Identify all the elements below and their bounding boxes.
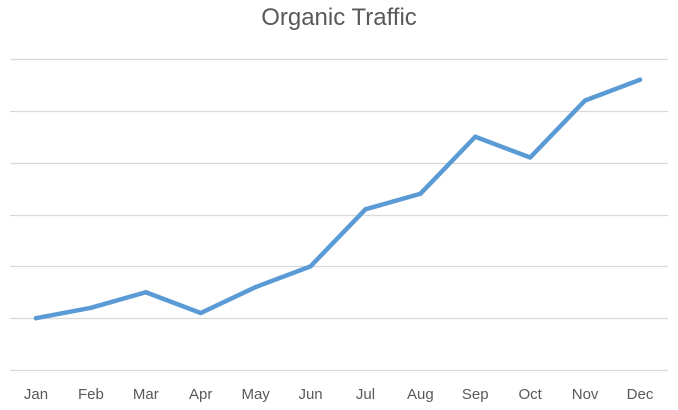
x-tick-label-jun: Jun [298, 386, 322, 403]
gridlines [10, 58, 668, 372]
data-point-jun [308, 264, 313, 269]
data-point-apr [198, 310, 203, 316]
data-point-dec [637, 77, 643, 82]
x-tick-label-apr: Apr [189, 386, 212, 403]
x-tick-label-sep: Sep [462, 386, 489, 403]
series-layer [33, 77, 643, 321]
chart-title: Organic Traffic [261, 4, 417, 31]
x-tick-label-oct: Oct [519, 386, 543, 403]
data-point-may [253, 284, 258, 290]
x-tick-label-feb: Feb [78, 386, 104, 403]
data-point-nov [582, 98, 588, 103]
series-line-0 [33, 77, 643, 321]
x-tick-label-dec: Dec [627, 386, 654, 403]
x-tick-label-nov: Nov [572, 386, 599, 403]
data-point-sep [473, 134, 478, 139]
x-tick-label-jul: Jul [356, 386, 375, 403]
data-point-aug [418, 191, 423, 196]
data-point-jul [363, 207, 368, 212]
x-tick-label-aug: Aug [407, 386, 434, 403]
data-point-jan [33, 315, 39, 321]
data-point-mar [143, 290, 149, 295]
x-axis-tick-labels: Jan Feb Mar Apr May Jun Jul Aug Sep Oct Nov Dec [24, 386, 654, 403]
x-tick-label-mar: Mar [133, 386, 159, 403]
data-point-feb [88, 305, 94, 310]
x-tick-label-jan: Jan [24, 386, 48, 403]
data-point-oct [527, 155, 533, 160]
x-tick-label-may: May [241, 386, 270, 403]
